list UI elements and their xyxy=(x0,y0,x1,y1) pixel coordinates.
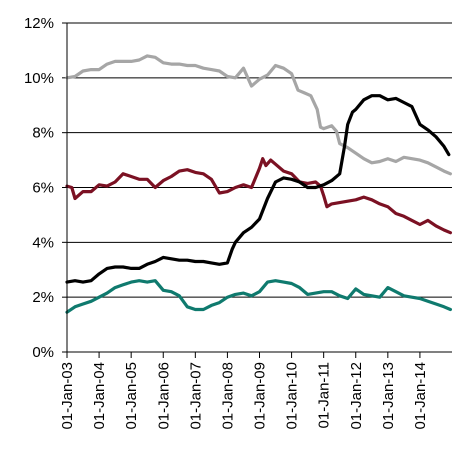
x-axis-ticks xyxy=(66,352,421,358)
x-tick-label: 01-Jan-12 xyxy=(348,362,365,430)
series-line-2 xyxy=(65,157,452,235)
x-tick-label: 01-Jan-09 xyxy=(252,362,269,430)
y-tick-label: 2% xyxy=(32,289,54,306)
y-axis-tick-labels: 0% 2% 4% 6% 8% 10% 12% xyxy=(24,15,54,361)
series-lines xyxy=(65,54,452,314)
x-tick-label: 01-Jan-11 xyxy=(316,362,333,428)
y-tick-label: 8% xyxy=(32,125,54,142)
y-tick-label: 10% xyxy=(24,70,54,87)
x-tick-label: 01-Jan-03 xyxy=(59,362,76,430)
x-tick-label: 01-Jan-06 xyxy=(155,362,172,430)
y-tick-label: 0% xyxy=(32,344,54,361)
x-tick-label: 01-Jan-14 xyxy=(412,362,429,430)
y-tick-label: 6% xyxy=(32,180,54,197)
gridlines xyxy=(62,22,452,353)
x-tick-label: 01-Jan-10 xyxy=(284,362,301,430)
x-tick-label: 01-Jan-05 xyxy=(123,362,140,430)
series-line-1 xyxy=(65,54,452,176)
x-tick-label: 01-Jan-08 xyxy=(219,362,236,430)
x-tick-label: 01-Jan-13 xyxy=(380,362,397,430)
x-tick-label: 01-Jan-04 xyxy=(91,362,108,430)
series-line-3 xyxy=(65,94,451,284)
y-tick-label: 4% xyxy=(32,234,54,251)
x-tick-label: 01-Jan-07 xyxy=(187,362,204,430)
y-tick-label: 12% xyxy=(24,15,54,32)
x-axis-tick-labels: 01-Jan-03 01-Jan-04 01-Jan-05 01-Jan-06 01-J… xyxy=(59,362,429,430)
series-line-4 xyxy=(65,279,452,314)
